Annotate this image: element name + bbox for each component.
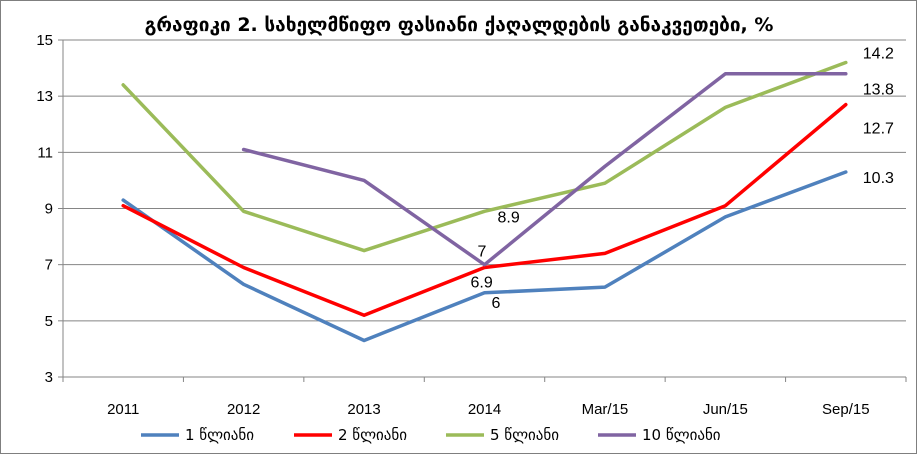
legend-label-3: 5 წლიანი	[490, 426, 559, 444]
x-tick-label: 2013	[347, 401, 380, 418]
y-tick-label: 11	[37, 144, 53, 161]
x-tick-label: 2014	[468, 401, 501, 418]
x-tick-label: Sep/15	[822, 401, 870, 418]
y-tick-label: 9	[45, 201, 53, 218]
y-tick-label: 7	[45, 257, 53, 274]
data-label: 13.8	[863, 82, 894, 99]
x-tick-label: Jun/15	[703, 401, 748, 418]
series-line-3	[121, 60, 848, 253]
series-line-2	[121, 102, 848, 317]
x-tick-label: 2011	[107, 401, 139, 418]
series-line-4	[241, 71, 848, 267]
data-label: 8.9	[498, 209, 520, 226]
series-line-1	[121, 170, 848, 343]
legend-label-1: 1 წლიანი	[185, 426, 254, 444]
y-tick-label: 15	[36, 32, 53, 49]
data-label: 10.3	[863, 170, 894, 187]
legend-label-2: 2 წლიანი	[338, 426, 407, 444]
data-label: 12.7	[863, 121, 894, 138]
data-label: 7	[478, 244, 487, 261]
data-label: 6.9	[471, 274, 493, 291]
data-label: 6	[492, 295, 501, 312]
data-label: 14.2	[863, 45, 894, 62]
legend-label-4: 10 წლიანი	[642, 426, 721, 444]
x-tick-label: 2012	[227, 401, 260, 418]
y-tick-label: 3	[45, 369, 53, 386]
y-tick-label: 13	[36, 88, 53, 105]
chart-title: გრაფიკი 2. სახელმწიფო ფასიანი ქაღალდების…	[145, 14, 774, 36]
y-tick-label: 5	[45, 313, 53, 330]
x-tick-label: Mar/15	[582, 401, 629, 418]
